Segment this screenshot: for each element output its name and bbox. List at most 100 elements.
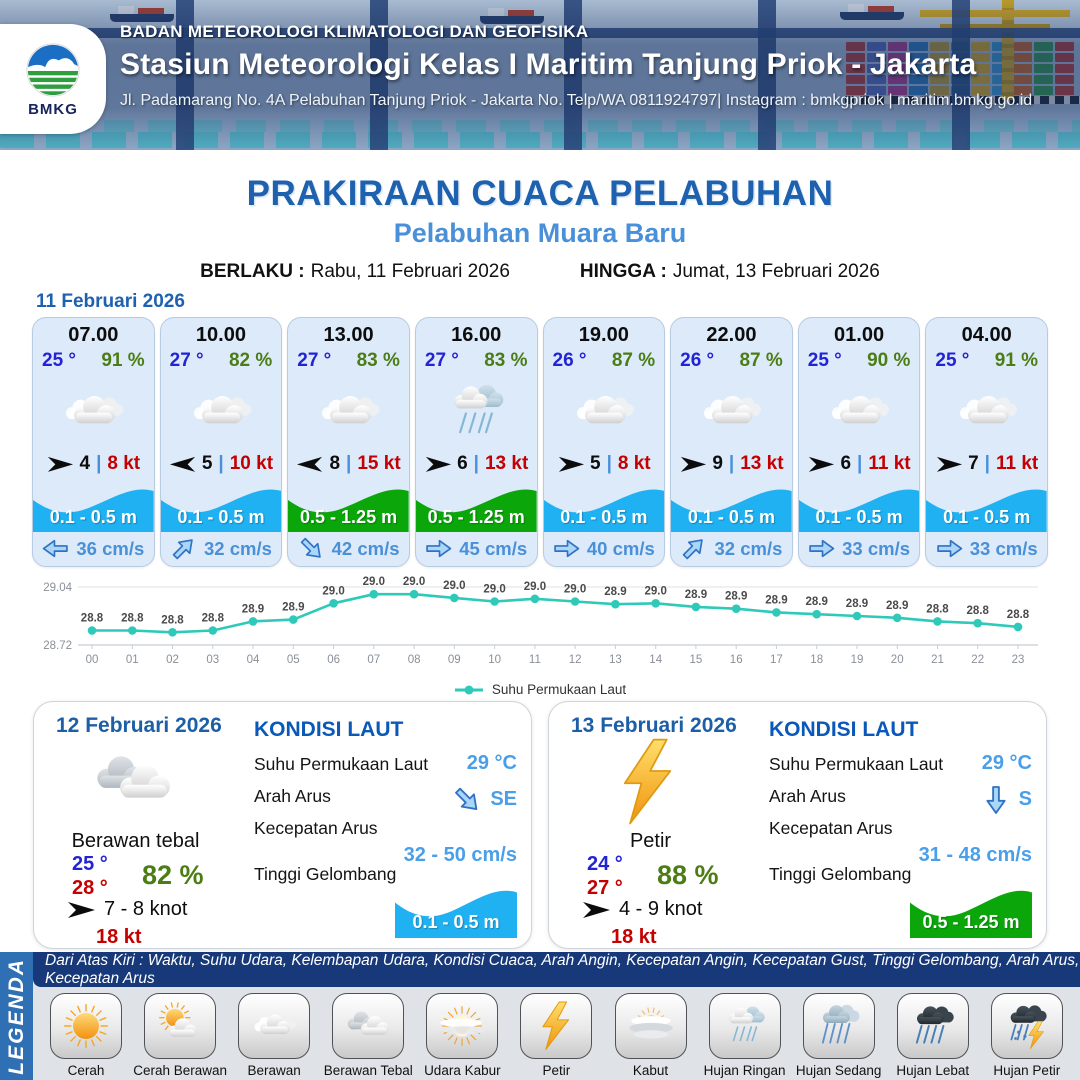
- svg-text:28.9: 28.9: [282, 602, 304, 614]
- wind-row: 7 | 11 kt: [926, 450, 1047, 478]
- bmkg-logo: BMKG: [0, 24, 106, 134]
- svg-text:28.9: 28.9: [846, 598, 868, 610]
- current-speed: 32 cm/s: [714, 538, 783, 559]
- chart-legend-label: Suhu Permukaan Laut: [491, 682, 627, 697]
- wind-speed: 9: [712, 453, 723, 474]
- svg-text:18: 18: [810, 654, 823, 666]
- wind-gust-separator: |: [473, 453, 479, 474]
- svg-text:28.9: 28.9: [765, 594, 787, 606]
- weather-icon-holder: [799, 374, 920, 450]
- hourly-forecast-card: 10.00 27 ° 82 % 5 | 10 kt 0.1 -: [159, 317, 283, 567]
- wave-shape: [160, 489, 282, 532]
- svg-text:29.0: 29.0: [645, 585, 667, 597]
- validity-from: BERLAKU : Rabu, 11 Februari 2026: [200, 261, 510, 283]
- wave-shape: [395, 890, 517, 938]
- humidity: 87 %: [611, 350, 656, 371]
- wind-gust: 8 kt: [617, 453, 651, 474]
- svg-text:29.0: 29.0: [524, 581, 546, 593]
- wave-height: 0.1 - 0.5 m: [49, 507, 137, 527]
- daily-wave-height: 0.5 - 1.25 m: [922, 912, 1020, 932]
- svg-text:14: 14: [649, 654, 662, 666]
- hujan-lebat-icon: [915, 1006, 954, 1044]
- wave-height-band: 0.1 - 0.5 m: [33, 478, 154, 532]
- berawan-tebal-icon: [348, 1011, 390, 1035]
- hourly-forecast-card: 16.00 27 ° 83 % 6 | 13 kt 0.5 - 1.25 m: [414, 317, 538, 567]
- wave-height: 0.5 - 1.25 m: [300, 507, 398, 527]
- berlaku-value: Rabu, 11 Februari 2026: [310, 261, 510, 282]
- legend-item: Cerah Berawan: [133, 993, 227, 1078]
- hourly-forecast-card: 22.00 26 ° 87 % 9 | 13 kt 0.1 -: [670, 317, 793, 567]
- wave-shape: [910, 890, 1032, 938]
- legend-item-label: Kabut: [632, 1063, 669, 1078]
- wind-row: 6 | 11 kt: [799, 450, 920, 478]
- wind-gust: 11 kt: [996, 453, 1039, 474]
- wave-height: 0.1 - 0.5 m: [560, 507, 648, 527]
- current-direction-text: SE: [490, 788, 517, 811]
- current-direction-value: S: [981, 786, 1032, 814]
- wind-gust-separator: |: [857, 453, 863, 474]
- legend-item-label: Udara Kabur: [424, 1063, 501, 1078]
- legend-item-label: Hujan Lebat: [896, 1063, 970, 1078]
- svg-text:01: 01: [126, 654, 139, 666]
- current-direction-label: Arah Arus: [769, 786, 846, 806]
- current-speed: 40 cm/s: [586, 538, 655, 559]
- petir-icon: [542, 1001, 570, 1050]
- legend-item: Udara Kabur: [415, 993, 509, 1078]
- current-row: 45 cm/s: [416, 532, 537, 566]
- sea-conditions-title: KONDISI LAUT: [769, 718, 919, 741]
- svg-text:08: 08: [408, 654, 421, 666]
- temp-humidity-row: 27 ° 83 %: [416, 348, 537, 374]
- svg-text:17: 17: [770, 654, 783, 666]
- weather-condition: Berawan tebal: [71, 830, 200, 852]
- forecast-time: 13.00: [323, 324, 374, 346]
- svg-text:29.0: 29.0: [443, 580, 465, 592]
- banner-text-block: BADAN METEOROLOGI KLIMATOLOGI DAN GEOFIS…: [120, 22, 1070, 110]
- legend-icon-box: [802, 993, 875, 1059]
- svg-text:10: 10: [488, 654, 501, 666]
- daily-temps: 25 ° 28 °: [72, 852, 108, 900]
- bmkg-logo-text: BMKG: [28, 100, 78, 118]
- wind-gust: 13 kt: [740, 453, 784, 474]
- svg-text:28.8: 28.8: [81, 613, 104, 625]
- daily-humidity: 82 %: [142, 860, 204, 890]
- wind-gust: 15 kt: [357, 453, 401, 474]
- forecast-time: 22.00: [706, 324, 757, 346]
- svg-text:11: 11: [529, 654, 541, 666]
- legend-item: Berawan Tebal: [321, 993, 415, 1078]
- header-banner: BMKG BADAN METEOROLOGI KLIMATOLOGI DAN G…: [0, 0, 1080, 150]
- wind-speed: 6: [840, 453, 852, 474]
- svg-text:28.9: 28.9: [685, 589, 707, 601]
- wave-height-band: 0.1 - 0.5 m: [543, 478, 665, 532]
- legend-item-label: Hujan Ringan: [703, 1063, 786, 1078]
- weather-icon-holder: [416, 374, 537, 450]
- legend-description-bar: Dari Atas Kiri : Waktu, Suhu Udara, Kele…: [33, 952, 1080, 987]
- legend-icon-box: [238, 993, 311, 1059]
- air-temperature: 27 °: [424, 350, 459, 371]
- wave-height-band: 0.1 - 0.5 m: [671, 478, 792, 532]
- hourly-forecast-card: 04.00 25 ° 91 % 7 | 11 kt 0.1 -: [925, 317, 1048, 567]
- wind-gust: 13 kt: [484, 453, 529, 474]
- current-speed-value: 31 - 48 cm/s: [918, 844, 1032, 866]
- air-temperature: 27 °: [297, 350, 332, 371]
- svg-text:28.8: 28.8: [1007, 609, 1030, 621]
- humidity: 90 %: [867, 350, 911, 371]
- station-address: Jl. Padamarang No. 4A Pelabuhan Tanjung …: [120, 92, 1033, 109]
- legend-side-label: LEGENDA: [4, 957, 28, 1075]
- forecast-time: 10.00: [195, 324, 246, 346]
- wind-direction-icon: [681, 456, 707, 472]
- current-speed: 32 cm/s: [203, 538, 272, 559]
- svg-text:28.72: 28.72: [43, 640, 72, 652]
- air-temperature: 25 °: [935, 350, 970, 371]
- legend-description: Dari Atas Kiri : Waktu, Suhu Udara, Kele…: [45, 951, 1080, 987]
- wind-gust-separator: |: [606, 453, 612, 474]
- current-direction-icon: [43, 540, 69, 558]
- chart-legend: Suhu Permukaan Laut: [30, 682, 1050, 697]
- svg-text:28.9: 28.9: [725, 591, 747, 603]
- daily-date: 12 Februari 2026: [56, 714, 222, 737]
- svg-text:03: 03: [206, 654, 219, 666]
- wind-row: 5 | 8 kt: [544, 450, 665, 478]
- current-speed-label: Kecepatan Arus: [254, 818, 378, 838]
- daily-gust: 18 kt: [611, 926, 657, 948]
- wind-speed: 4: [79, 453, 91, 474]
